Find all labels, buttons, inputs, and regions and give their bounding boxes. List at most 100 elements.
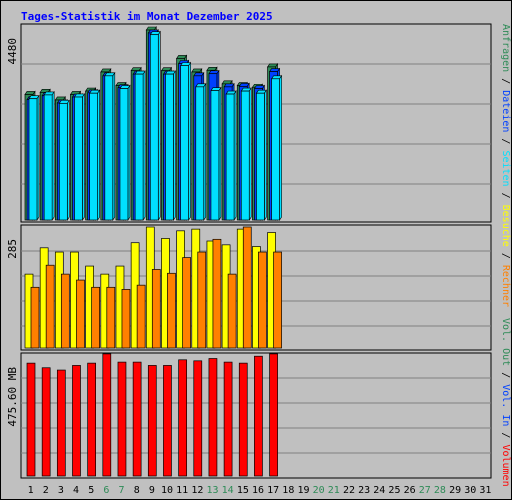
bar-volumen-4: [72, 365, 81, 477]
legend-top-text: Anfragen / Dateien / Seiten / Besuche / …: [500, 24, 511, 307]
bar-seiten-6: [104, 75, 114, 221]
y-max-label-requests: 4480: [6, 38, 19, 65]
bar-rechner-17: [273, 251, 282, 349]
bar-rechner-2: [45, 264, 55, 349]
bar-seiten-9: [149, 34, 159, 221]
bar-rechner-13: [212, 238, 222, 349]
bar-rechner-14: [227, 273, 237, 349]
panel-frame: [20, 224, 492, 351]
bar-volumen-1: [26, 362, 36, 477]
x-tick-label-2: 2: [43, 485, 49, 496]
bar-volumen-15: [238, 362, 248, 477]
x-tick-label-6: 6: [103, 485, 109, 496]
legend-item: Vol. Out: [500, 318, 511, 366]
x-tick-label-17: 17: [267, 485, 279, 496]
chart-title: Tages-Statistik im Monat Dezember 2025: [21, 10, 273, 23]
bar-volumen-10: [163, 365, 172, 477]
bar-seiten-4: [74, 96, 83, 221]
bar-volumen-13: [208, 358, 218, 477]
x-tick-label-22: 22: [343, 485, 355, 496]
bar-rechner-1: [30, 286, 40, 349]
x-tick-label-25: 25: [388, 485, 400, 496]
bar-seiten-5: [89, 92, 98, 221]
x-tick-label-31: 31: [479, 485, 491, 496]
bar-seiten-7: [119, 88, 129, 221]
bar-seiten-17: [271, 78, 280, 221]
bar-volumen-9: [147, 365, 157, 477]
panel-visits: 285: [6, 224, 492, 351]
x-tick-label-15: 15: [237, 485, 249, 496]
bar-volumen-6: [102, 353, 112, 477]
x-tick-label-28: 28: [434, 485, 446, 496]
legend-item: Volumen: [500, 444, 511, 486]
bar-volumen-11: [178, 359, 187, 477]
bar-rechner-9: [151, 269, 161, 349]
bar-seiten-16: [256, 92, 265, 221]
bar-volumen-5: [87, 362, 96, 477]
x-tick-label-10: 10: [161, 485, 173, 496]
bar-seiten-2: [43, 94, 53, 221]
bar-volumen-3: [56, 369, 66, 477]
bar-rechner-8: [136, 284, 146, 349]
series-seiten: [28, 30, 283, 221]
x-tick-label-29: 29: [449, 485, 461, 496]
legend-item: /: [500, 366, 511, 384]
legend-item: Vol. In: [500, 384, 511, 426]
x-tick-label-13: 13: [206, 485, 218, 496]
x-tick-label-5: 5: [88, 485, 94, 496]
legend-item: Dateien: [500, 90, 511, 132]
bar-seiten-8: [134, 73, 144, 221]
x-tick-label-23: 23: [358, 485, 370, 496]
bar-rechner-10: [167, 272, 176, 349]
x-tick-label-26: 26: [404, 485, 416, 496]
legend-item: /: [500, 187, 511, 205]
x-tick-label-12: 12: [191, 485, 203, 496]
legend-item: Seiten: [500, 150, 511, 186]
legend-item: /: [500, 72, 511, 90]
legend-item: /: [500, 426, 511, 444]
x-tick-label-7: 7: [119, 485, 125, 496]
x-tick-label-11: 11: [176, 485, 188, 496]
x-tick-label-1: 1: [28, 485, 34, 496]
legend-item: /: [500, 247, 511, 265]
x-tick-label-18: 18: [282, 485, 294, 496]
legend-bottom: Vol. Out / Vol. In / Volumen: [500, 318, 511, 487]
series-rechner: [30, 226, 282, 349]
bar-volumen-8: [132, 361, 142, 477]
bar-volumen-7: [117, 361, 127, 477]
bar-volumen-16: [254, 355, 263, 477]
panel-volume: 475.60 MB: [6, 352, 492, 479]
bar-rechner-6: [106, 286, 116, 349]
x-tick-label-27: 27: [419, 485, 431, 496]
bar-rechner-7: [121, 289, 131, 349]
bar-volumen-17: [269, 353, 278, 477]
bar-seiten-10: [165, 73, 174, 221]
bar-rechner-15: [242, 226, 252, 349]
legend-bottom-text: Vol. Out / Vol. In / Volumen: [500, 318, 511, 487]
bar-volumen-14: [223, 361, 233, 477]
x-tick-label-30: 30: [464, 485, 476, 496]
x-tick-label-20: 20: [313, 485, 325, 496]
series-volumen: [26, 353, 278, 477]
panel-requests: 4480: [6, 23, 492, 223]
bar-seiten-1: [28, 98, 38, 221]
bar-seiten-3: [58, 103, 68, 221]
legend-item: /: [500, 132, 511, 150]
x-tick-label-3: 3: [58, 485, 64, 496]
bar-seiten-12: [195, 86, 205, 221]
bar-rechner-5: [91, 286, 100, 349]
legend-item: Besuche: [500, 205, 511, 247]
x-tick-label-19: 19: [297, 485, 309, 496]
bar-rechner-3: [60, 273, 70, 349]
x-tick-label-21: 21: [328, 485, 340, 496]
bar-volumen-2: [41, 367, 51, 477]
y-max-label-visits: 285: [6, 239, 19, 259]
x-tick-label-4: 4: [73, 485, 79, 496]
series-besuche: [24, 226, 276, 349]
x-tick-label-14: 14: [222, 485, 234, 496]
bar-seiten-14: [225, 93, 235, 221]
bar-volumen-12: [193, 360, 203, 477]
bar-rechner-11: [182, 257, 191, 349]
